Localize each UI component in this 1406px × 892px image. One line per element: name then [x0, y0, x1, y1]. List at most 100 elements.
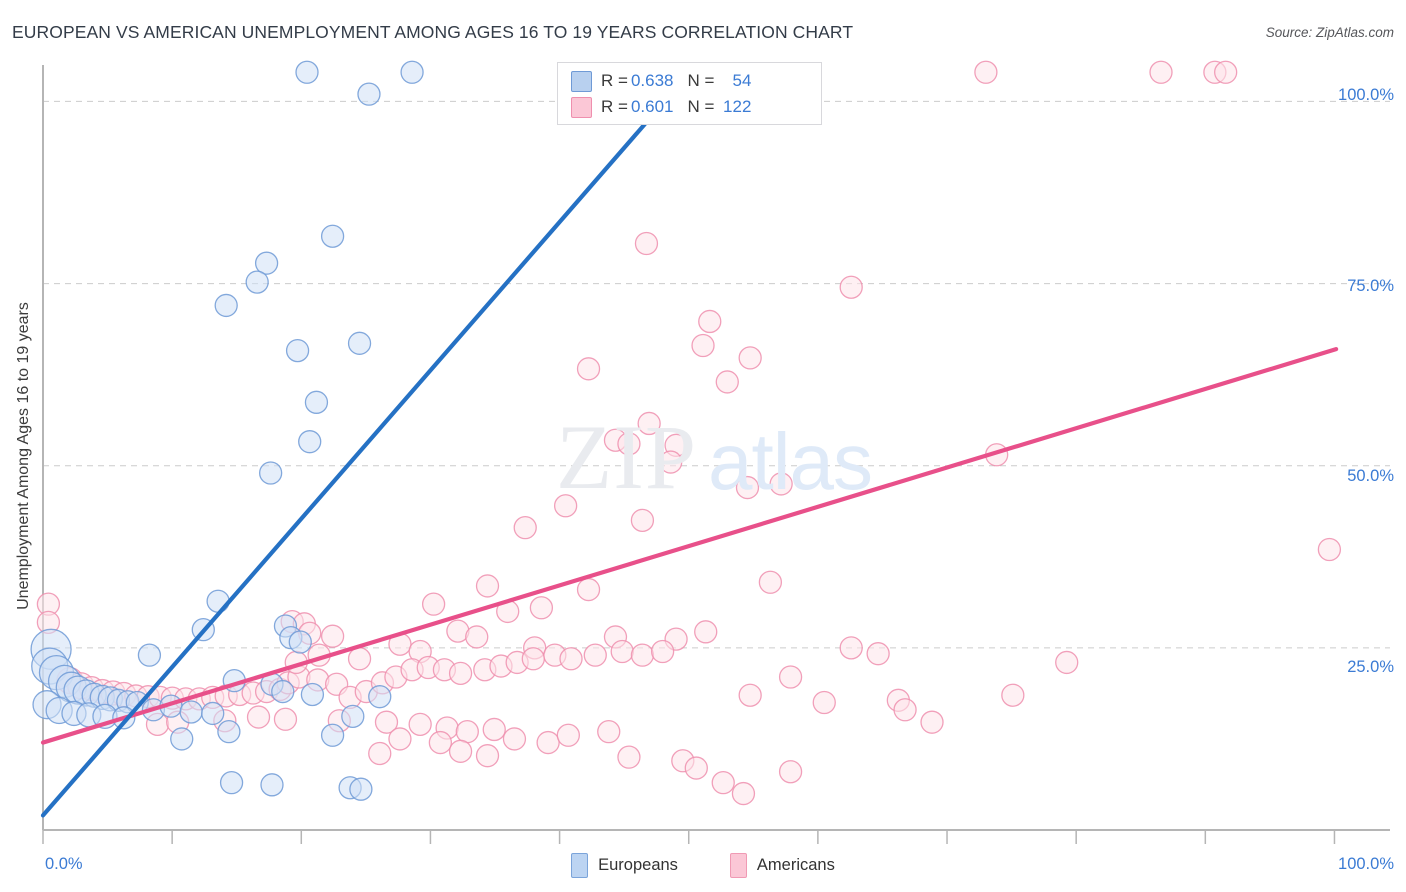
legend-r-label-europeans: R = — [601, 71, 628, 90]
data-point — [288, 630, 312, 654]
x-tick-label-max: 100.0% — [1338, 855, 1394, 873]
data-point — [839, 275, 863, 299]
data-point — [408, 712, 432, 737]
data-point — [684, 756, 708, 780]
data-point — [769, 472, 793, 496]
series-legend-item-americans[interactable]: Americans — [729, 852, 835, 878]
data-point — [715, 370, 739, 394]
trendline-europeans — [40, 62, 699, 818]
data-point — [428, 730, 453, 755]
data-point — [559, 647, 583, 671]
data-point — [513, 515, 537, 540]
data-point — [974, 60, 998, 84]
data-point — [245, 270, 269, 294]
data-point — [271, 679, 295, 704]
data-point — [778, 760, 803, 784]
data-point — [400, 60, 424, 84]
series-swatch-europeans — [571, 852, 589, 878]
data-point — [698, 309, 722, 334]
data-point — [295, 60, 319, 84]
legend-row-americans: R = 0.601 N = 122 — [571, 94, 751, 120]
legend-r-label-americans: R = — [601, 97, 628, 116]
data-point — [448, 661, 473, 686]
data-point — [735, 475, 760, 500]
data-point — [617, 745, 641, 769]
legend-n-value-americans: 122 — [723, 97, 752, 116]
series-swatch-americans — [729, 852, 747, 878]
data-point — [521, 647, 545, 671]
data-point — [617, 432, 641, 456]
data-point — [349, 777, 373, 801]
data-point — [576, 357, 601, 381]
legend-r-value-americans: 0.601 — [630, 97, 674, 116]
data-point — [659, 450, 683, 474]
series-legend-item-europeans[interactable]: Europeans — [571, 852, 678, 878]
data-point — [201, 701, 225, 726]
data-point — [1214, 60, 1238, 84]
data-point — [482, 717, 506, 742]
data-point — [738, 346, 762, 370]
data-point — [320, 624, 345, 648]
data-point — [246, 705, 271, 729]
data-point — [254, 251, 279, 275]
data-point — [374, 710, 399, 734]
legend-swatch-americans — [571, 96, 592, 118]
data-point — [893, 698, 917, 722]
data-point — [758, 570, 783, 594]
data-point — [179, 700, 203, 724]
y-tick-label-100: 100.0% — [1338, 86, 1394, 104]
data-point — [304, 390, 329, 414]
data-point — [298, 430, 322, 454]
data-point — [812, 690, 836, 715]
data-point — [711, 770, 735, 795]
data-point — [258, 461, 283, 485]
data-point — [866, 642, 890, 666]
x-tick-label-min: 0.0% — [45, 855, 83, 873]
series-points-europeans — [30, 60, 424, 801]
data-point — [285, 338, 310, 363]
data-point — [448, 739, 473, 763]
data-point — [634, 231, 659, 256]
data-point — [1001, 683, 1025, 707]
data-point — [368, 741, 392, 766]
data-point — [1055, 650, 1079, 675]
data-point — [357, 82, 381, 106]
legend-n-label-europeans: N = — [687, 71, 715, 90]
data-point — [738, 683, 762, 707]
data-point — [839, 636, 863, 660]
data-point — [610, 639, 634, 664]
data-point — [920, 710, 944, 734]
data-point — [553, 494, 578, 518]
trendline-americans — [40, 347, 1339, 745]
data-point — [368, 685, 392, 709]
data-point — [778, 665, 803, 689]
correlation-legend: R = 0.638 N = 54 R = 0.601 N = 122 — [557, 62, 822, 125]
data-point — [320, 723, 345, 747]
data-point — [630, 643, 655, 667]
data-point — [260, 773, 284, 797]
series-legend: Europeans Americans — [0, 851, 1406, 879]
data-point — [529, 596, 554, 620]
data-point — [502, 727, 527, 751]
data-point — [694, 620, 718, 644]
data-point — [691, 333, 715, 358]
data-point — [576, 577, 601, 602]
data-point — [1317, 537, 1342, 562]
legend-r-value-europeans: 0.638 — [630, 71, 674, 90]
data-point — [217, 719, 241, 744]
data-point — [475, 574, 500, 598]
data-point — [273, 707, 298, 731]
data-point — [170, 727, 194, 751]
data-point — [388, 727, 412, 751]
data-point — [219, 770, 244, 795]
data-point — [206, 589, 230, 613]
data-point — [597, 719, 621, 744]
plot-background — [43, 65, 1390, 830]
legend-n-label-americans: N = — [687, 97, 715, 116]
data-point — [421, 592, 446, 616]
legend-row-europeans: R = 0.638 N = 54 — [571, 68, 751, 94]
data-point — [637, 411, 661, 436]
data-point — [347, 331, 372, 355]
data-point — [583, 643, 607, 667]
